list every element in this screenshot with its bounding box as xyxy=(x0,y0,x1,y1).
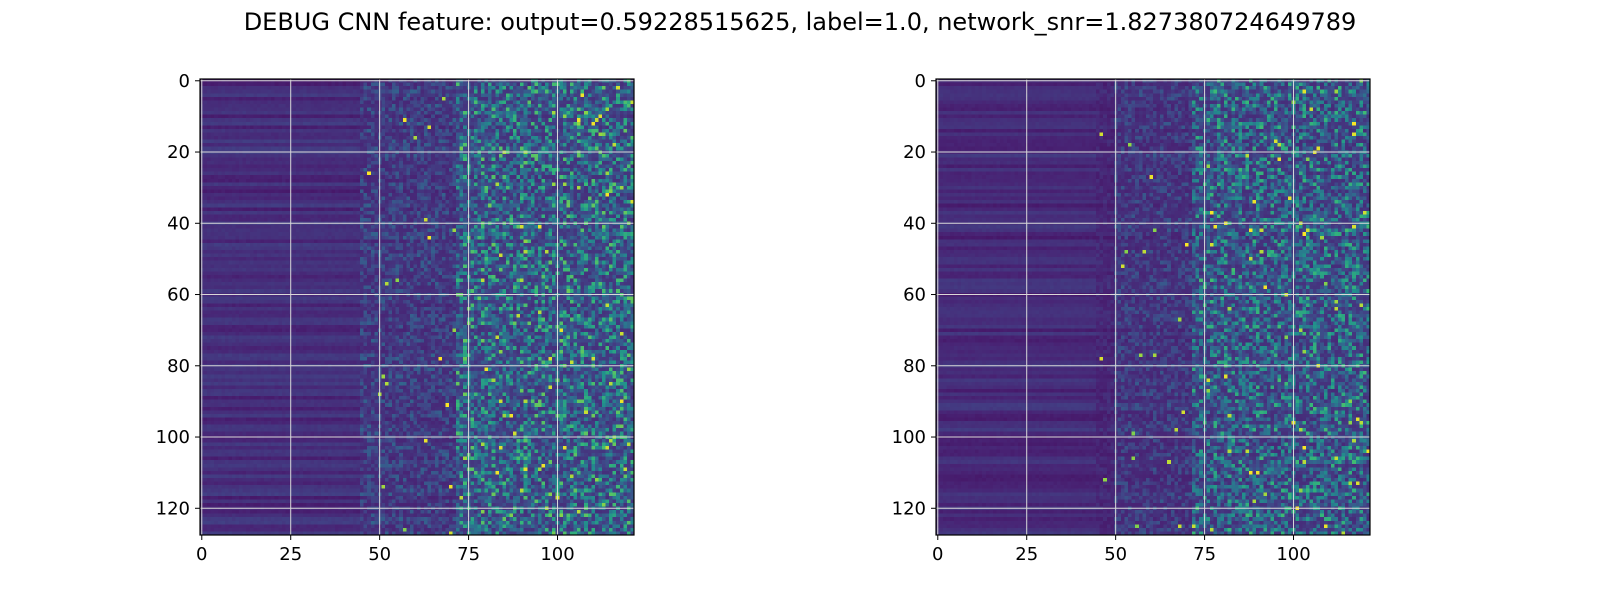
x-tick-label: 0 xyxy=(196,544,207,565)
axes-frame xyxy=(935,78,1371,536)
x-tick-label: 25 xyxy=(279,544,302,565)
y-tick-label: 0 xyxy=(915,71,926,92)
y-tick-label: 20 xyxy=(903,142,926,163)
x-tick-label: 50 xyxy=(368,544,391,565)
y-tick-label: 100 xyxy=(892,427,926,448)
x-tick-label: 75 xyxy=(457,544,480,565)
x-tick-label: 100 xyxy=(540,544,574,565)
figure-title: DEBUG CNN feature: output=0.59228515625,… xyxy=(243,8,1357,36)
x-tick-label: 100 xyxy=(1276,544,1310,565)
y-tick-label: 60 xyxy=(903,285,926,306)
y-tick-label: 60 xyxy=(167,285,190,306)
y-tick-label: 120 xyxy=(892,498,926,519)
axes-frame xyxy=(199,78,635,536)
heatmap-image xyxy=(936,79,1370,535)
y-tick-label: 20 xyxy=(167,142,190,163)
y-tick-label: 0 xyxy=(179,71,190,92)
y-tick-label: 80 xyxy=(167,356,190,377)
x-tick-label: 75 xyxy=(1193,544,1216,565)
y-tick-label: 100 xyxy=(156,427,190,448)
x-tick-label: 0 xyxy=(932,544,943,565)
heatmap-panel-left: 0 25 50 75 100 0 20 40 60 80 100 120 xyxy=(156,71,635,565)
y-tick-label: 40 xyxy=(167,213,190,234)
y-tick-label: 120 xyxy=(156,498,190,519)
heatmap-panel-right: 0 25 50 75 100 0 20 40 60 80 100 120 xyxy=(892,71,1371,565)
x-tick-label: 50 xyxy=(1104,544,1127,565)
heatmap-image xyxy=(200,79,634,535)
y-tick-label: 80 xyxy=(903,356,926,377)
y-tick-label: 40 xyxy=(903,213,926,234)
x-tick-label: 25 xyxy=(1015,544,1038,565)
